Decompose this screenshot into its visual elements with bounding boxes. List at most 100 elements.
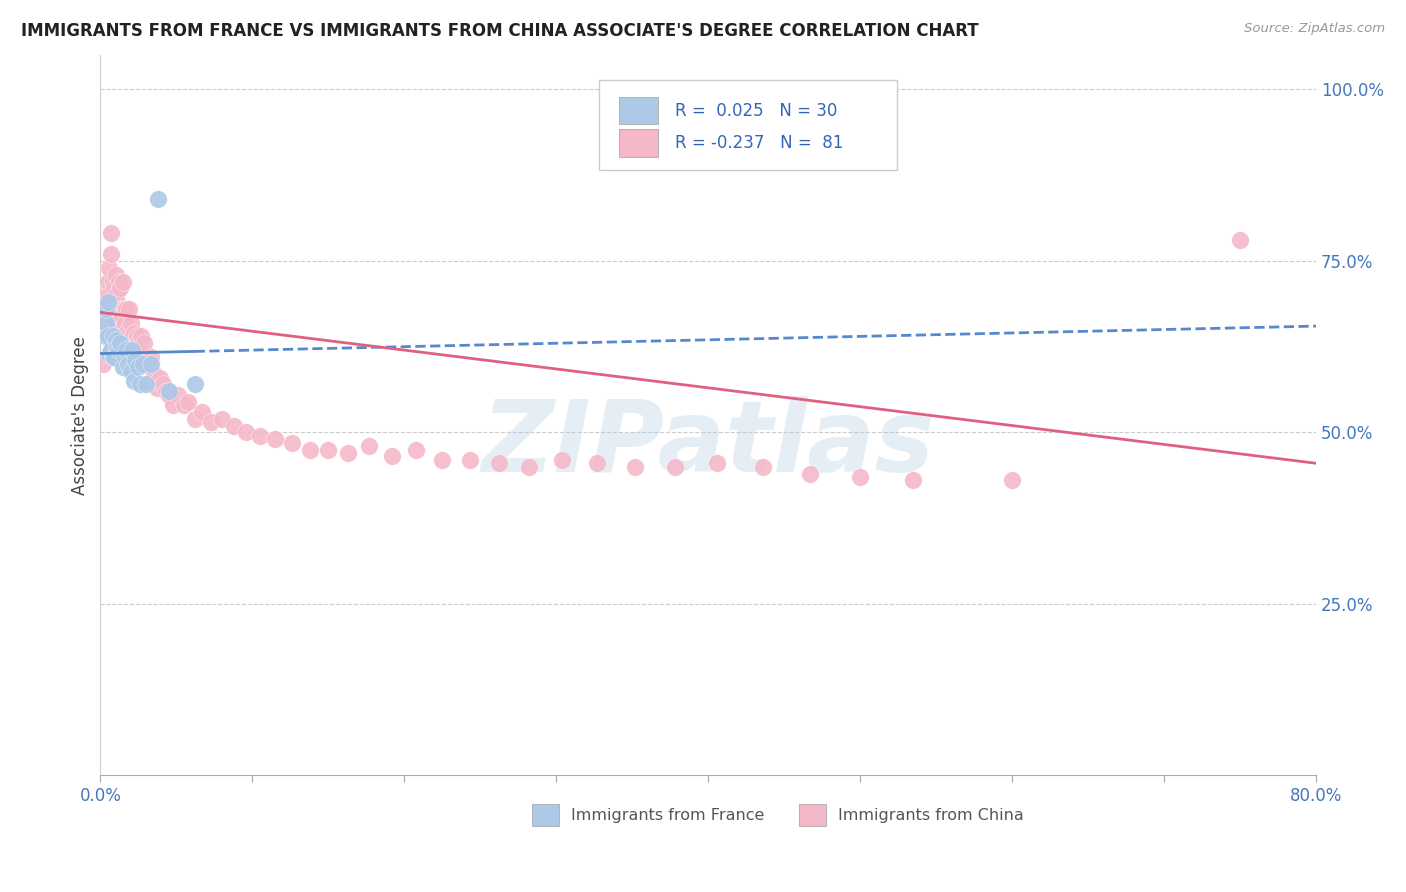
Point bbox=[121, 343, 143, 357]
Text: Source: ZipAtlas.com: Source: ZipAtlas.com bbox=[1244, 22, 1385, 36]
Point bbox=[488, 456, 510, 470]
Point bbox=[139, 357, 162, 371]
Point bbox=[173, 398, 195, 412]
Point bbox=[1229, 233, 1251, 247]
Point bbox=[211, 411, 233, 425]
Point bbox=[93, 357, 115, 371]
Point bbox=[155, 384, 177, 399]
Point bbox=[177, 394, 200, 409]
Point bbox=[903, 474, 925, 488]
Point bbox=[94, 329, 117, 343]
Point bbox=[134, 336, 156, 351]
Point bbox=[799, 467, 821, 481]
Point bbox=[100, 343, 122, 357]
Point bbox=[624, 459, 647, 474]
Point bbox=[96, 301, 118, 316]
Point bbox=[98, 260, 121, 275]
Point bbox=[103, 301, 125, 316]
Point bbox=[104, 268, 127, 282]
Text: R = -0.237   N =  81: R = -0.237 N = 81 bbox=[675, 134, 844, 152]
Point bbox=[145, 381, 167, 395]
Point bbox=[114, 316, 136, 330]
Point bbox=[118, 301, 141, 316]
Point bbox=[157, 384, 180, 399]
Point bbox=[183, 411, 205, 425]
Point bbox=[115, 343, 138, 357]
Text: ZIPatlas: ZIPatlas bbox=[482, 395, 935, 492]
Point bbox=[132, 357, 155, 371]
FancyBboxPatch shape bbox=[800, 805, 827, 826]
Point bbox=[135, 377, 157, 392]
Point bbox=[124, 353, 146, 368]
Point bbox=[249, 429, 271, 443]
Point bbox=[183, 377, 205, 392]
Point bbox=[100, 227, 122, 241]
Point bbox=[94, 316, 117, 330]
Point bbox=[517, 459, 540, 474]
Point bbox=[264, 432, 287, 446]
Y-axis label: Associate's Degree: Associate's Degree bbox=[72, 335, 89, 495]
Point bbox=[101, 275, 124, 289]
Text: IMMIGRANTS FROM FRANCE VS IMMIGRANTS FROM CHINA ASSOCIATE'S DEGREE CORRELATION C: IMMIGRANTS FROM FRANCE VS IMMIGRANTS FRO… bbox=[21, 22, 979, 40]
Point bbox=[96, 288, 118, 302]
Point bbox=[97, 295, 120, 310]
Point bbox=[112, 301, 135, 316]
Point bbox=[337, 446, 360, 460]
Point bbox=[125, 329, 148, 343]
Point bbox=[432, 453, 454, 467]
Point bbox=[120, 316, 142, 330]
Point bbox=[101, 329, 124, 343]
Point bbox=[117, 329, 139, 343]
Point bbox=[122, 374, 145, 388]
Point bbox=[1001, 474, 1024, 488]
Point bbox=[127, 336, 149, 351]
Point bbox=[127, 360, 149, 375]
Point bbox=[146, 192, 169, 206]
Point bbox=[586, 456, 609, 470]
Point bbox=[235, 425, 257, 440]
Point bbox=[222, 418, 245, 433]
Point bbox=[359, 439, 381, 453]
Point bbox=[108, 301, 131, 316]
Point bbox=[121, 329, 143, 343]
FancyBboxPatch shape bbox=[599, 80, 897, 170]
Point bbox=[152, 377, 174, 392]
Point bbox=[100, 247, 122, 261]
Point bbox=[117, 357, 139, 371]
Point bbox=[108, 281, 131, 295]
Point bbox=[149, 370, 172, 384]
Point bbox=[200, 415, 222, 429]
Text: Immigrants from France: Immigrants from France bbox=[571, 807, 765, 822]
Point bbox=[97, 329, 120, 343]
Point bbox=[105, 316, 128, 330]
Point bbox=[108, 336, 131, 351]
Point bbox=[117, 322, 139, 336]
Point bbox=[112, 275, 135, 289]
Point bbox=[107, 275, 129, 289]
Point bbox=[114, 350, 136, 364]
Point bbox=[706, 456, 728, 470]
Point bbox=[162, 398, 184, 412]
Point bbox=[281, 435, 304, 450]
Text: Immigrants from China: Immigrants from China bbox=[838, 807, 1024, 822]
Point bbox=[105, 295, 128, 310]
Point bbox=[97, 275, 120, 289]
Point bbox=[115, 301, 138, 316]
FancyBboxPatch shape bbox=[620, 129, 658, 157]
Point bbox=[107, 343, 129, 357]
Point bbox=[105, 340, 128, 354]
Point bbox=[122, 326, 145, 340]
Point bbox=[139, 350, 162, 364]
Point bbox=[131, 329, 153, 343]
Point bbox=[551, 453, 574, 467]
Point bbox=[166, 387, 188, 401]
Point bbox=[849, 470, 872, 484]
Point bbox=[752, 459, 775, 474]
FancyBboxPatch shape bbox=[620, 97, 658, 124]
Point bbox=[132, 357, 155, 371]
Text: R =  0.025   N = 30: R = 0.025 N = 30 bbox=[675, 102, 838, 120]
Point bbox=[114, 301, 136, 316]
Point bbox=[107, 301, 129, 316]
Point bbox=[138, 357, 160, 371]
Point bbox=[103, 350, 125, 364]
